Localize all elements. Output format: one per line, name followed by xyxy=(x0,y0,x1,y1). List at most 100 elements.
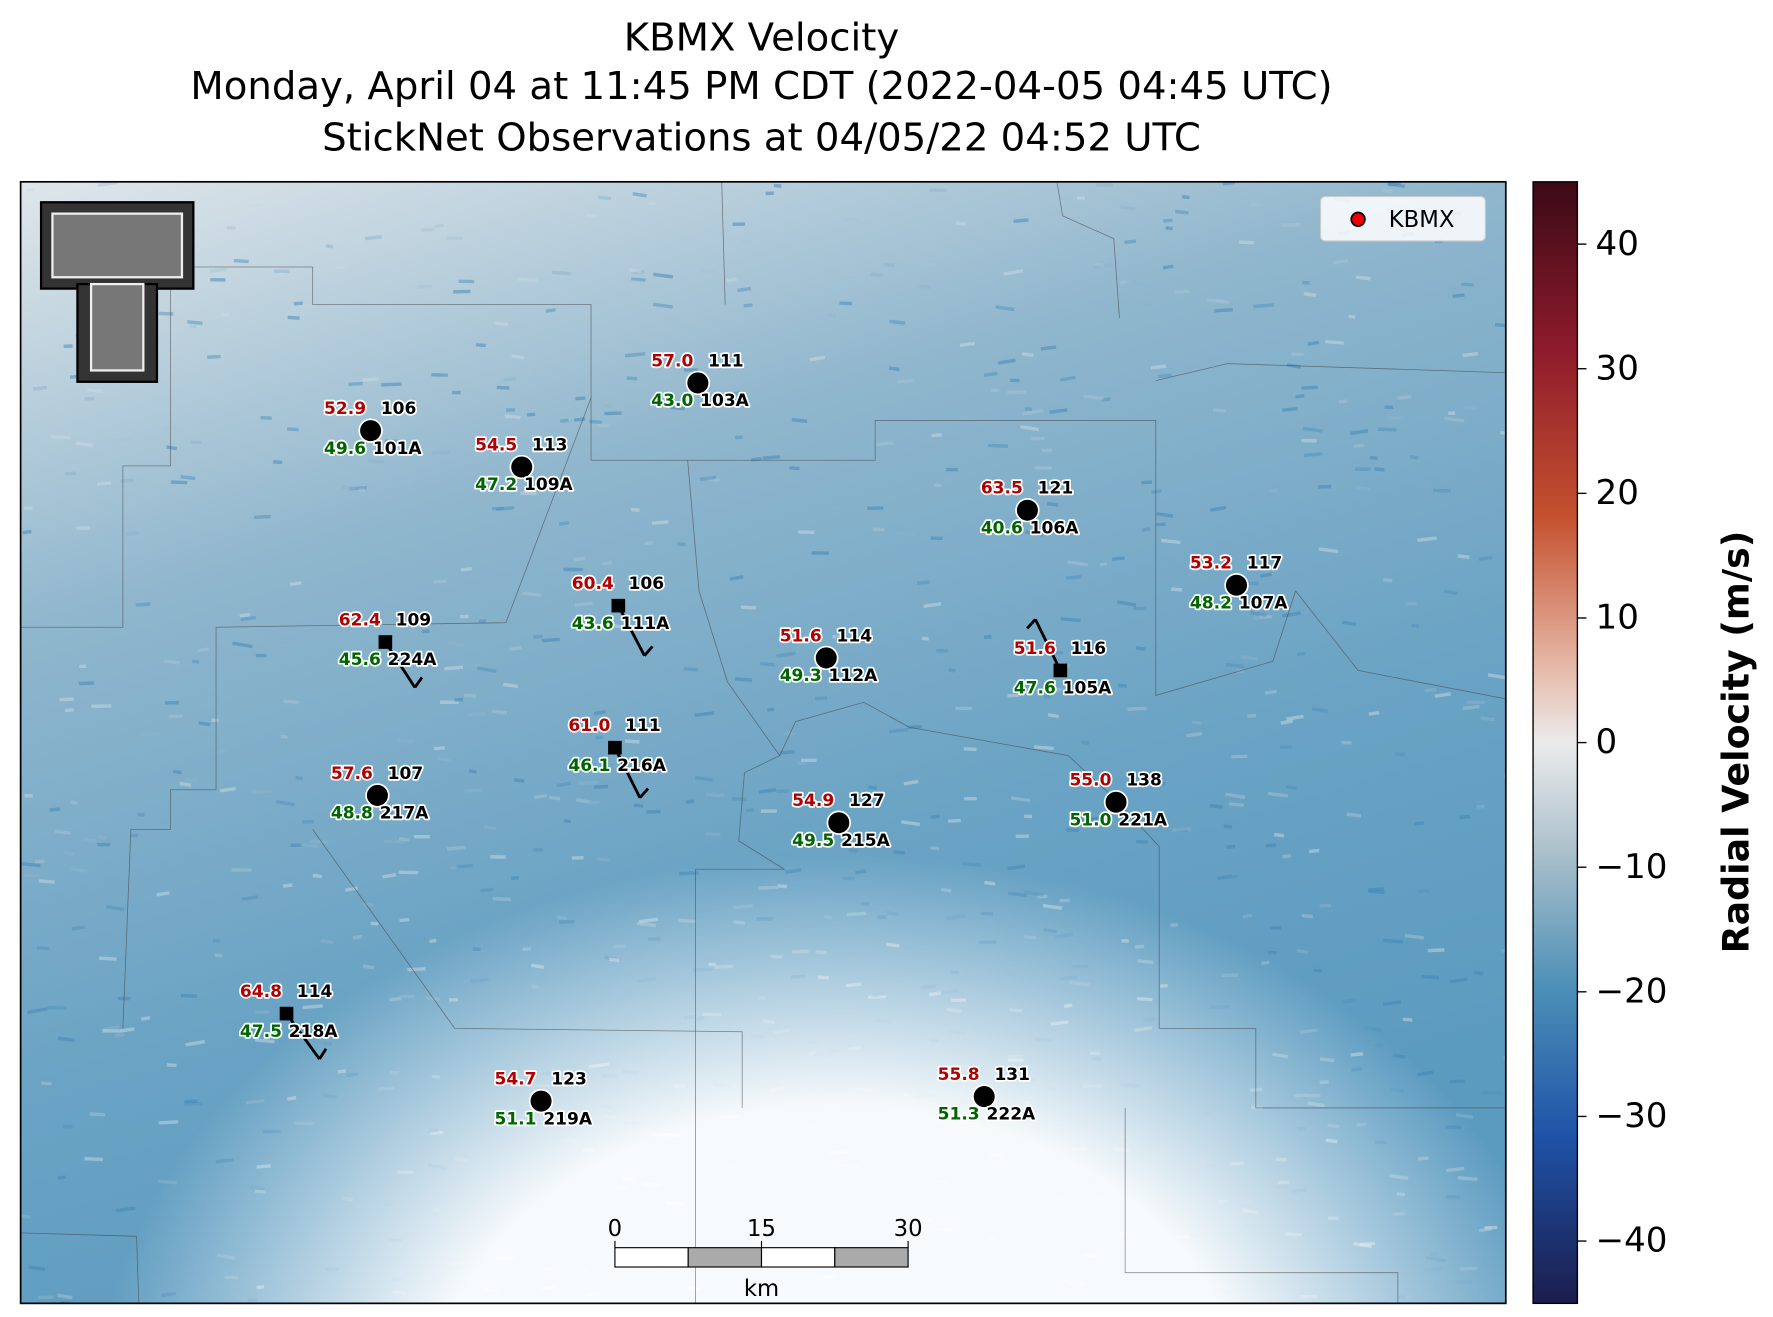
scale-segment xyxy=(614,1247,689,1268)
station-id: 103A xyxy=(700,391,750,411)
wind-barb xyxy=(285,1012,321,1060)
station-value: 138 xyxy=(1126,771,1162,791)
station-marker xyxy=(358,418,383,443)
dewpoint: 43.6 xyxy=(572,614,614,634)
scale-bar: km 0 15 30 xyxy=(608,1216,923,1302)
station-id: 224A xyxy=(388,650,438,670)
station-marker xyxy=(279,1006,294,1021)
wind-barb-flag xyxy=(1026,618,1037,630)
wind-barb-flag xyxy=(318,1047,328,1060)
station-value: 109 xyxy=(396,610,432,630)
temperature: 61.0 xyxy=(568,716,610,736)
station-value: 106 xyxy=(381,399,417,419)
station-id: 217A xyxy=(380,804,430,824)
dewpoint: 49.6 xyxy=(324,439,366,459)
station-id: 221A xyxy=(1118,810,1168,830)
subtitle: StickNet Observations at 04/05/22 04:52 … xyxy=(322,115,1201,160)
station-id: 106A xyxy=(1030,518,1080,538)
wind-barb-flag xyxy=(413,676,424,689)
station-marker xyxy=(378,635,393,649)
station-id: 111A xyxy=(621,614,671,634)
station-marker xyxy=(814,645,839,671)
dewpoint: 49.5 xyxy=(792,831,834,851)
station-marker xyxy=(365,783,390,808)
county-lines xyxy=(20,181,1506,1304)
dewpoint: 47.2 xyxy=(475,475,517,495)
wind-barb xyxy=(613,747,642,799)
map-frame xyxy=(19,180,1507,1305)
station-value: 131 xyxy=(994,1065,1030,1085)
legend-marker xyxy=(1350,211,1366,227)
scale-segment xyxy=(687,1247,763,1268)
colorbar-label: Radial Velocity (m/s) xyxy=(1715,531,1758,954)
station-id: 101A xyxy=(373,439,423,459)
temperature: 52.9 xyxy=(324,399,366,419)
dewpoint: 46.1 xyxy=(568,756,610,776)
station-marker xyxy=(1015,497,1040,523)
dewpoint: 43.0 xyxy=(651,391,693,411)
wind-barb xyxy=(1034,618,1062,672)
temperature: 64.8 xyxy=(240,982,282,1002)
title: KBMX Velocity xyxy=(624,15,899,60)
temperature: 62.4 xyxy=(339,610,381,630)
colorbar-tick-label: 20 xyxy=(1596,473,1639,513)
station-marker xyxy=(685,370,711,396)
station-marker xyxy=(608,740,622,755)
scale-segment xyxy=(834,1247,909,1268)
temperature: 51.6 xyxy=(780,626,822,646)
dewpoint: 49.3 xyxy=(780,666,822,686)
station-value: 123 xyxy=(551,1070,587,1090)
station-marker xyxy=(1224,572,1249,598)
station-id: 218A xyxy=(289,1022,339,1042)
dewpoint: 47.5 xyxy=(240,1022,282,1042)
colorbar-tick-label: 30 xyxy=(1596,348,1639,388)
wind-barb xyxy=(384,641,417,689)
station-value: 111 xyxy=(625,716,661,736)
station-value: 107 xyxy=(388,764,424,784)
dewpoint: 45.6 xyxy=(339,650,381,670)
station-id: 109A xyxy=(524,475,574,495)
scale-label: 0 xyxy=(608,1216,622,1242)
scale-label: 30 xyxy=(894,1216,923,1242)
colorbar-tick-label: 0 xyxy=(1596,722,1618,762)
legend: KBMX xyxy=(1320,196,1486,242)
colorbar-tick-label: 10 xyxy=(1596,598,1639,638)
temperature: 55.8 xyxy=(938,1065,980,1085)
subtitle: Monday, April 04 at 11:45 PM CDT (2022-0… xyxy=(190,64,1332,109)
station-id: 107A xyxy=(1239,593,1289,613)
station-value: 113 xyxy=(532,435,568,455)
station-marker xyxy=(1103,790,1129,815)
dewpoint: 48.8 xyxy=(331,804,373,824)
station-value: 121 xyxy=(1038,479,1074,499)
station-marker xyxy=(528,1088,554,1114)
stations: 52.9 106 49.6 101A 54.5 113 47.2 109A 57.0 111 43.… xyxy=(238,350,1290,1131)
station-marker xyxy=(509,454,534,480)
wind-barb xyxy=(617,605,646,657)
wind-barb-flag xyxy=(638,787,650,799)
temperature: 55.0 xyxy=(1069,771,1111,791)
station-value: 127 xyxy=(849,791,885,811)
station-id: 112A xyxy=(829,666,879,686)
dewpoint: 48.2 xyxy=(1190,593,1232,613)
station-value: 106 xyxy=(629,574,665,594)
colorbar-tick-label: −40 xyxy=(1596,1221,1668,1261)
station-id: 219A xyxy=(543,1109,593,1129)
temperature: 54.5 xyxy=(475,435,517,455)
legend-box xyxy=(1320,196,1486,242)
temperature: 51.6 xyxy=(1014,639,1056,659)
station-value: 111 xyxy=(708,351,744,371)
station-id: 105A xyxy=(1063,679,1113,699)
radar-fade xyxy=(20,181,1506,1304)
scale-label: 15 xyxy=(747,1216,776,1242)
radar-speckle xyxy=(1505,1296,1506,1300)
station-marker xyxy=(611,598,626,613)
station-marker xyxy=(826,810,851,835)
colorbar-tick-label: 40 xyxy=(1596,224,1639,264)
station-id: 222A xyxy=(986,1105,1036,1125)
station-marker xyxy=(972,1084,997,1109)
colorbar-tick-label: −10 xyxy=(1596,847,1668,887)
colorbar-tick-label: −30 xyxy=(1596,1096,1668,1136)
temperature: 53.2 xyxy=(1190,554,1232,574)
station-value: 114 xyxy=(837,626,873,646)
